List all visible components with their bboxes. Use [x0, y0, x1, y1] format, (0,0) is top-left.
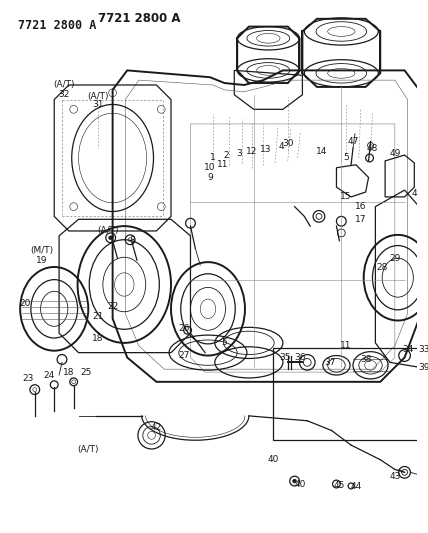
Text: 24: 24 — [44, 370, 55, 379]
Text: 27: 27 — [178, 351, 189, 360]
Bar — [273, 348, 424, 440]
Text: 25: 25 — [80, 368, 92, 377]
Text: 7: 7 — [108, 236, 113, 245]
Text: 10: 10 — [204, 163, 216, 172]
Text: 16: 16 — [355, 202, 366, 211]
Text: 44: 44 — [350, 482, 362, 491]
Text: 5: 5 — [222, 338, 227, 348]
Text: 5: 5 — [343, 154, 349, 163]
Text: 32: 32 — [58, 90, 70, 99]
Text: 13: 13 — [260, 145, 271, 154]
Text: 37: 37 — [324, 358, 336, 367]
Text: 4: 4 — [411, 190, 417, 198]
Text: 18: 18 — [63, 368, 74, 377]
Text: 38: 38 — [360, 355, 372, 364]
Text: 35: 35 — [279, 353, 291, 362]
Text: 11: 11 — [217, 160, 229, 169]
Text: 23: 23 — [22, 374, 34, 383]
Text: 28: 28 — [377, 263, 388, 272]
Text: 49: 49 — [389, 149, 401, 158]
Circle shape — [293, 479, 297, 483]
Text: 40: 40 — [295, 480, 306, 489]
Text: 45: 45 — [334, 481, 345, 490]
Text: 33: 33 — [418, 345, 428, 354]
Text: 9: 9 — [207, 173, 213, 182]
Text: 12: 12 — [246, 147, 258, 156]
Text: 7721 2800 A: 7721 2800 A — [98, 12, 181, 25]
Text: 11: 11 — [340, 341, 352, 350]
Text: 47: 47 — [347, 137, 359, 146]
Text: 8: 8 — [129, 236, 135, 245]
Text: 26: 26 — [178, 324, 189, 333]
Text: 21: 21 — [92, 312, 104, 321]
Text: (A/T): (A/T) — [77, 446, 99, 455]
Text: 36: 36 — [295, 353, 306, 362]
Text: 7721 2800 A: 7721 2800 A — [18, 19, 97, 32]
Text: (A/T): (A/T) — [97, 227, 119, 236]
Text: (A/T): (A/T) — [53, 80, 75, 90]
Text: 2: 2 — [224, 150, 229, 159]
Text: 39: 39 — [418, 363, 428, 372]
Circle shape — [109, 236, 113, 240]
Text: 18: 18 — [92, 334, 104, 343]
Text: 14: 14 — [316, 147, 327, 156]
Text: 20: 20 — [19, 300, 31, 309]
Text: 34: 34 — [402, 345, 413, 354]
Text: (A/T): (A/T) — [87, 92, 109, 101]
Text: 40: 40 — [268, 455, 279, 464]
Text: 1: 1 — [210, 154, 216, 163]
Text: 48: 48 — [367, 144, 378, 153]
Text: 42: 42 — [151, 423, 162, 432]
Text: 22: 22 — [107, 302, 118, 311]
Text: 19: 19 — [36, 256, 48, 265]
Text: 3: 3 — [236, 149, 242, 158]
Text: 43: 43 — [389, 472, 401, 481]
Text: 29: 29 — [389, 254, 401, 263]
Text: 15: 15 — [340, 192, 352, 201]
Text: (M/T): (M/T) — [30, 246, 53, 255]
Text: 17: 17 — [355, 215, 366, 224]
Text: 4: 4 — [278, 142, 284, 151]
Text: 30: 30 — [282, 139, 294, 148]
Text: 31: 31 — [92, 100, 104, 109]
